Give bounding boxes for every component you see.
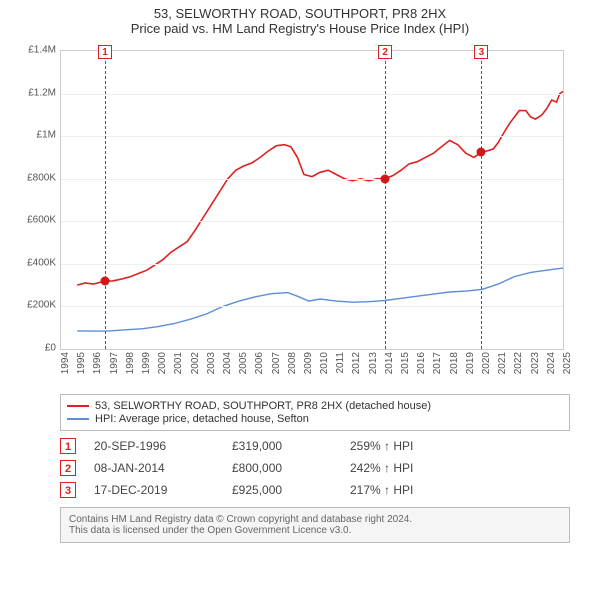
chart-container: 53, SELWORTHY ROAD, SOUTHPORT, PR8 2HX P… [0,0,600,590]
transaction-hpi: 217% ↑ HPI [350,483,470,497]
legend-row: 53, SELWORTHY ROAD, SOUTHPORT, PR8 2HX (… [67,400,563,412]
x-tick-label: 1995 [76,352,87,374]
x-tick-label: 2020 [481,352,492,374]
y-tick-label: £400K [27,257,56,268]
y-tick-label: £1M [37,130,56,141]
legend-label: HPI: Average price, detached house, Seft… [95,413,309,425]
x-tick-label: 2016 [416,352,427,374]
x-tick-label: 1998 [125,352,136,374]
marker-badge-2: 2 [378,45,392,59]
transaction-row: 3 17-DEC-2019 £925,000 217% ↑ HPI [60,479,570,501]
x-tick-label: 2010 [319,352,330,374]
chart-title: 53, SELWORTHY ROAD, SOUTHPORT, PR8 2HX [0,0,600,21]
legend-swatch [67,418,89,420]
x-tick-label: 2019 [465,352,476,374]
gridline [61,136,563,137]
chart-subtitle: Price paid vs. HM Land Registry's House … [0,21,600,40]
x-tick-label: 2011 [335,352,346,374]
marker-badge-1: 1 [98,45,112,59]
transaction-date: 17-DEC-2019 [94,483,214,497]
transaction-date: 20-SEP-1996 [94,439,214,453]
transaction-row: 2 08-JAN-2014 £800,000 242% ↑ HPI [60,457,570,479]
transaction-price: £925,000 [232,483,332,497]
series-line-hpi [77,268,563,331]
footer-line-2: This data is licensed under the Open Gov… [69,525,561,536]
x-tick-label: 2017 [432,352,443,374]
gridline [61,306,563,307]
x-tick-label: 2001 [173,352,184,374]
footer-line-1: Contains HM Land Registry data © Crown c… [69,514,561,525]
x-tick-label: 2013 [368,352,379,374]
x-tick-label: 2023 [530,352,541,374]
line-series-svg [61,51,563,349]
x-tick-label: 2015 [400,352,411,374]
transaction-row: 1 20-SEP-1996 £319,000 259% ↑ HPI [60,435,570,457]
x-tick-label: 2000 [157,352,168,374]
marker-point-1 [101,277,110,286]
marker-point-2 [381,174,390,183]
legend-label: 53, SELWORTHY ROAD, SOUTHPORT, PR8 2HX (… [95,400,431,412]
x-tick-label: 2005 [238,352,249,374]
transaction-date: 08-JAN-2014 [94,461,214,475]
y-axis: £0£200K£400K£600K£800K£1M£1.2M£1.4M [10,50,60,350]
transaction-badge: 3 [60,482,76,498]
gridline [61,264,563,265]
x-tick-label: 2004 [222,352,233,374]
transaction-badge: 1 [60,438,76,454]
plot-area: 123 [60,50,564,350]
x-tick-label: 2007 [271,352,282,374]
y-tick-label: £0 [45,343,56,354]
legend-swatch [67,405,89,407]
gridline [61,179,563,180]
series-line-property [77,91,563,285]
y-tick-label: £800K [27,172,56,183]
x-tick-label: 2002 [190,352,201,374]
legend-row: HPI: Average price, detached house, Seft… [67,413,563,425]
y-tick-label: £1.4M [28,45,56,56]
x-tick-label: 1999 [141,352,152,374]
gridline [61,94,563,95]
x-tick-label: 1997 [109,352,120,374]
x-tick-label: 1996 [92,352,103,374]
marker-point-3 [477,148,486,157]
transaction-hpi: 242% ↑ HPI [350,461,470,475]
x-tick-label: 1994 [60,352,71,374]
x-tick-label: 2024 [546,352,557,374]
x-axis: 1994 1995 1996 1997 1998 1999 2000 2001 2002 2003… [60,350,564,390]
x-tick-label: 2014 [384,352,395,374]
marker-badge-3: 3 [474,45,488,59]
x-tick-label: 2003 [206,352,217,374]
x-tick-label: 2021 [497,352,508,374]
transaction-table: 1 20-SEP-1996 £319,000 259% ↑ HPI 2 08-JAN-20… [60,435,570,501]
chart-area: £0£200K£400K£600K£800K£1M£1.2M£1.4M 123 … [10,40,570,390]
x-tick-label: 2018 [449,352,460,374]
x-tick-label: 2008 [287,352,298,374]
x-tick-label: 2012 [351,352,362,374]
marker-line-3 [481,51,482,349]
transaction-hpi: 259% ↑ HPI [350,439,470,453]
y-tick-label: £1.2M [28,87,56,98]
footer-attribution: Contains HM Land Registry data © Crown c… [60,507,570,543]
transaction-price: £800,000 [232,461,332,475]
legend: 53, SELWORTHY ROAD, SOUTHPORT, PR8 2HX (… [60,394,570,431]
x-tick-label: 2022 [513,352,524,374]
x-tick-label: 2025 [562,352,573,374]
transaction-badge: 2 [60,460,76,476]
transaction-price: £319,000 [232,439,332,453]
x-tick-label: 2006 [254,352,265,374]
marker-line-1 [105,51,106,349]
x-tick-label: 2009 [303,352,314,374]
y-tick-label: £200K [27,300,56,311]
y-tick-label: £600K [27,215,56,226]
marker-line-2 [385,51,386,349]
gridline [61,221,563,222]
